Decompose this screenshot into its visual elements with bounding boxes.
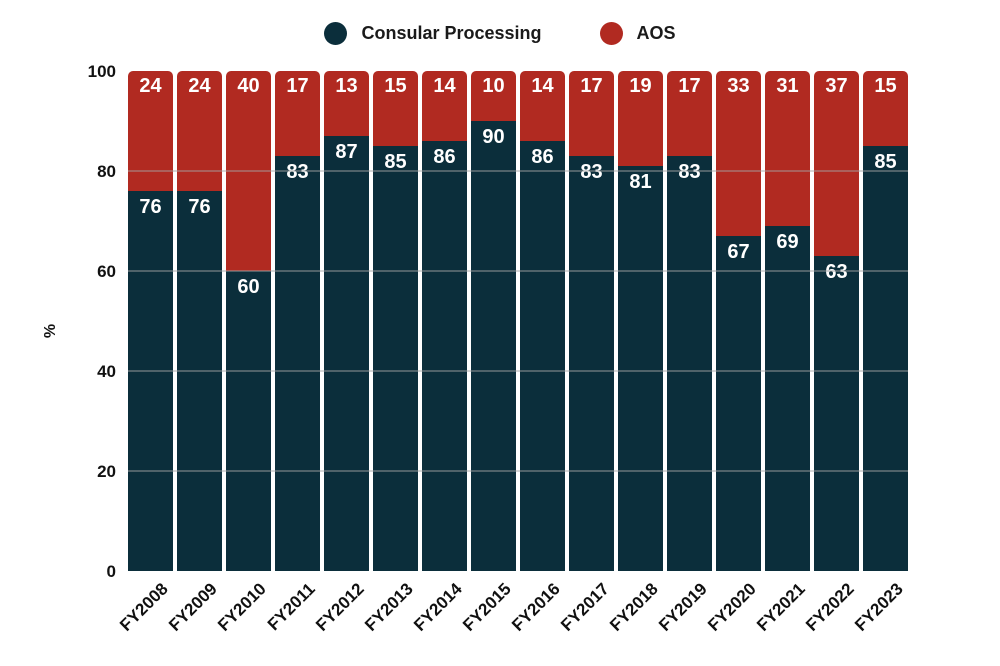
consular-processing-value-label-FY2015: 90 — [482, 126, 505, 148]
bar-FY2017: 17 83 — [569, 71, 614, 571]
bar-FY2021: 31 69 — [765, 71, 810, 571]
consular-processing-value-label-FY2019: 83 — [678, 161, 701, 183]
legend-item-consular-processing: Consular Processing — [324, 22, 542, 45]
aos-value-label-FY2014: 14 — [433, 75, 456, 97]
bar-FY2010: 40 60 — [226, 71, 271, 571]
y-tick-label-60: 60 — [97, 262, 116, 281]
aos-segment-FY2014 — [422, 71, 467, 141]
bar-FY2013: 15 85 — [373, 71, 418, 571]
consular-processing-value-label-FY2013: 85 — [384, 151, 407, 173]
consular-processing-value-label-FY2022: 63 — [825, 261, 848, 283]
consular-processing-segment-FY2011 — [275, 156, 320, 571]
aos-segment-FY2012 — [324, 71, 369, 136]
bar-FY2011: 17 83 — [275, 71, 320, 571]
legend: Consular Processing AOS — [0, 22, 1000, 45]
consular-processing-value-label-FY2016: 86 — [531, 146, 554, 168]
legend-item-aos: AOS — [599, 22, 676, 45]
aos-legend-dot-icon — [599, 22, 623, 45]
bar-FY2019: 17 83 — [667, 71, 712, 571]
bar-FY2018: 19 81 — [618, 71, 663, 571]
consular-processing-segment-FY2012 — [324, 136, 369, 571]
aos-value-label-FY2009: 24 — [188, 75, 211, 97]
consular-processing-legend-dot-icon — [324, 22, 348, 45]
aos-value-label-FY2013: 15 — [384, 75, 407, 97]
y-tick-label-20: 20 — [97, 462, 116, 481]
aos-segment-FY2009 — [177, 71, 222, 191]
y-tick-label-40: 40 — [97, 362, 116, 381]
consular-processing-value-label-FY2012: 87 — [335, 141, 358, 163]
consular-processing-segment-FY2017 — [569, 156, 614, 571]
consular-processing-value-label-FY2020: 67 — [727, 241, 750, 263]
consular-processing-segment-FY2018 — [618, 166, 663, 571]
bar-FY2020: 33 67 — [716, 71, 761, 571]
bar-FY2014: 14 86 — [422, 71, 467, 571]
consular-processing-value-label-FY2017: 83 — [580, 161, 603, 183]
consular-processing-segment-FY2021 — [765, 226, 810, 571]
consular-processing-value-label-FY2018: 81 — [629, 171, 652, 193]
bar-FY2012: 13 87 — [324, 71, 369, 571]
aos-segment-FY2016 — [520, 71, 565, 141]
legend-label-aos: AOS — [636, 23, 676, 43]
bar-FY2023: 15 85 — [863, 71, 908, 571]
y-tick-label-0: 0 — [106, 562, 116, 581]
consular-processing-value-label-FY2009: 76 — [188, 196, 211, 218]
aos-value-label-FY2012: 13 — [335, 75, 358, 97]
consular-processing-segment-FY2009 — [177, 191, 222, 571]
bar-FY2015: 10 90 — [471, 71, 516, 571]
aos-value-label-FY2021: 31 — [776, 75, 799, 97]
aos-segment-FY2011 — [275, 71, 320, 156]
aos-segment-FY2019 — [667, 71, 712, 156]
legend-label-consular-processing: Consular Processing — [361, 23, 542, 43]
y-tick-label-100: 100 — [87, 62, 116, 81]
aos-value-label-FY2017: 17 — [580, 75, 603, 97]
aos-value-label-FY2010: 40 — [237, 75, 260, 97]
y-axis-title: % — [42, 323, 60, 339]
aos-segment-FY2022 — [814, 71, 859, 256]
consular-processing-segment-FY2010 — [226, 271, 271, 571]
aos-value-label-FY2011: 17 — [286, 75, 309, 97]
aos-value-label-FY2018: 19 — [629, 75, 652, 97]
consular-processing-segment-FY2013 — [373, 146, 418, 571]
aos-segment-FY2013 — [373, 71, 418, 146]
consular-processing-segment-FY2015 — [471, 121, 516, 571]
consular-processing-segment-FY2014 — [422, 141, 467, 571]
consular-processing-value-label-FY2010: 60 — [237, 276, 260, 298]
consular-processing-segment-FY2008 — [128, 191, 173, 571]
aos-segment-FY2021 — [765, 71, 810, 226]
consular-processing-segment-FY2023 — [863, 146, 908, 571]
consular-processing-segment-FY2022 — [814, 256, 859, 571]
consular-processing-value-label-FY2023: 85 — [874, 151, 897, 173]
aos-value-label-FY2022: 37 — [825, 75, 848, 97]
aos-segment-FY2015 — [471, 71, 516, 121]
aos-segment-FY2017 — [569, 71, 614, 156]
consular-processing-value-label-FY2008: 76 — [139, 196, 162, 218]
bar-FY2008: 24 76 — [128, 71, 173, 571]
bar-FY2016: 14 86 — [520, 71, 565, 571]
aos-value-label-FY2019: 17 — [678, 75, 701, 97]
bar-FY2009: 24 76 — [177, 71, 222, 571]
aos-value-label-FY2020: 33 — [727, 75, 750, 97]
aos-segment-FY2010 — [226, 71, 271, 271]
y-tick-label-80: 80 — [97, 162, 116, 181]
aos-value-label-FY2015: 10 — [482, 75, 505, 97]
consular-processing-segment-FY2019 — [667, 156, 712, 571]
plot-area: 24 76 24 76 40 60 17 83 13 87 15 85 14 86 10 90 14 86 17 83… — [128, 71, 908, 571]
bar-FY2022: 37 63 — [814, 71, 859, 571]
consular-processing-value-label-FY2021: 69 — [776, 231, 799, 253]
aos-value-label-FY2023: 15 — [874, 75, 897, 97]
consular-processing-value-label-FY2014: 86 — [433, 146, 456, 168]
aos-segment-FY2023 — [863, 71, 908, 146]
consular-processing-segment-FY2016 — [520, 141, 565, 571]
aos-segment-FY2018 — [618, 71, 663, 166]
aos-value-label-FY2016: 14 — [531, 75, 554, 97]
consular-processing-segment-FY2020 — [716, 236, 761, 571]
aos-value-label-FY2008: 24 — [139, 75, 162, 97]
aos-segment-FY2020 — [716, 71, 761, 236]
consular-processing-value-label-FY2011: 83 — [286, 161, 309, 183]
aos-segment-FY2008 — [128, 71, 173, 191]
